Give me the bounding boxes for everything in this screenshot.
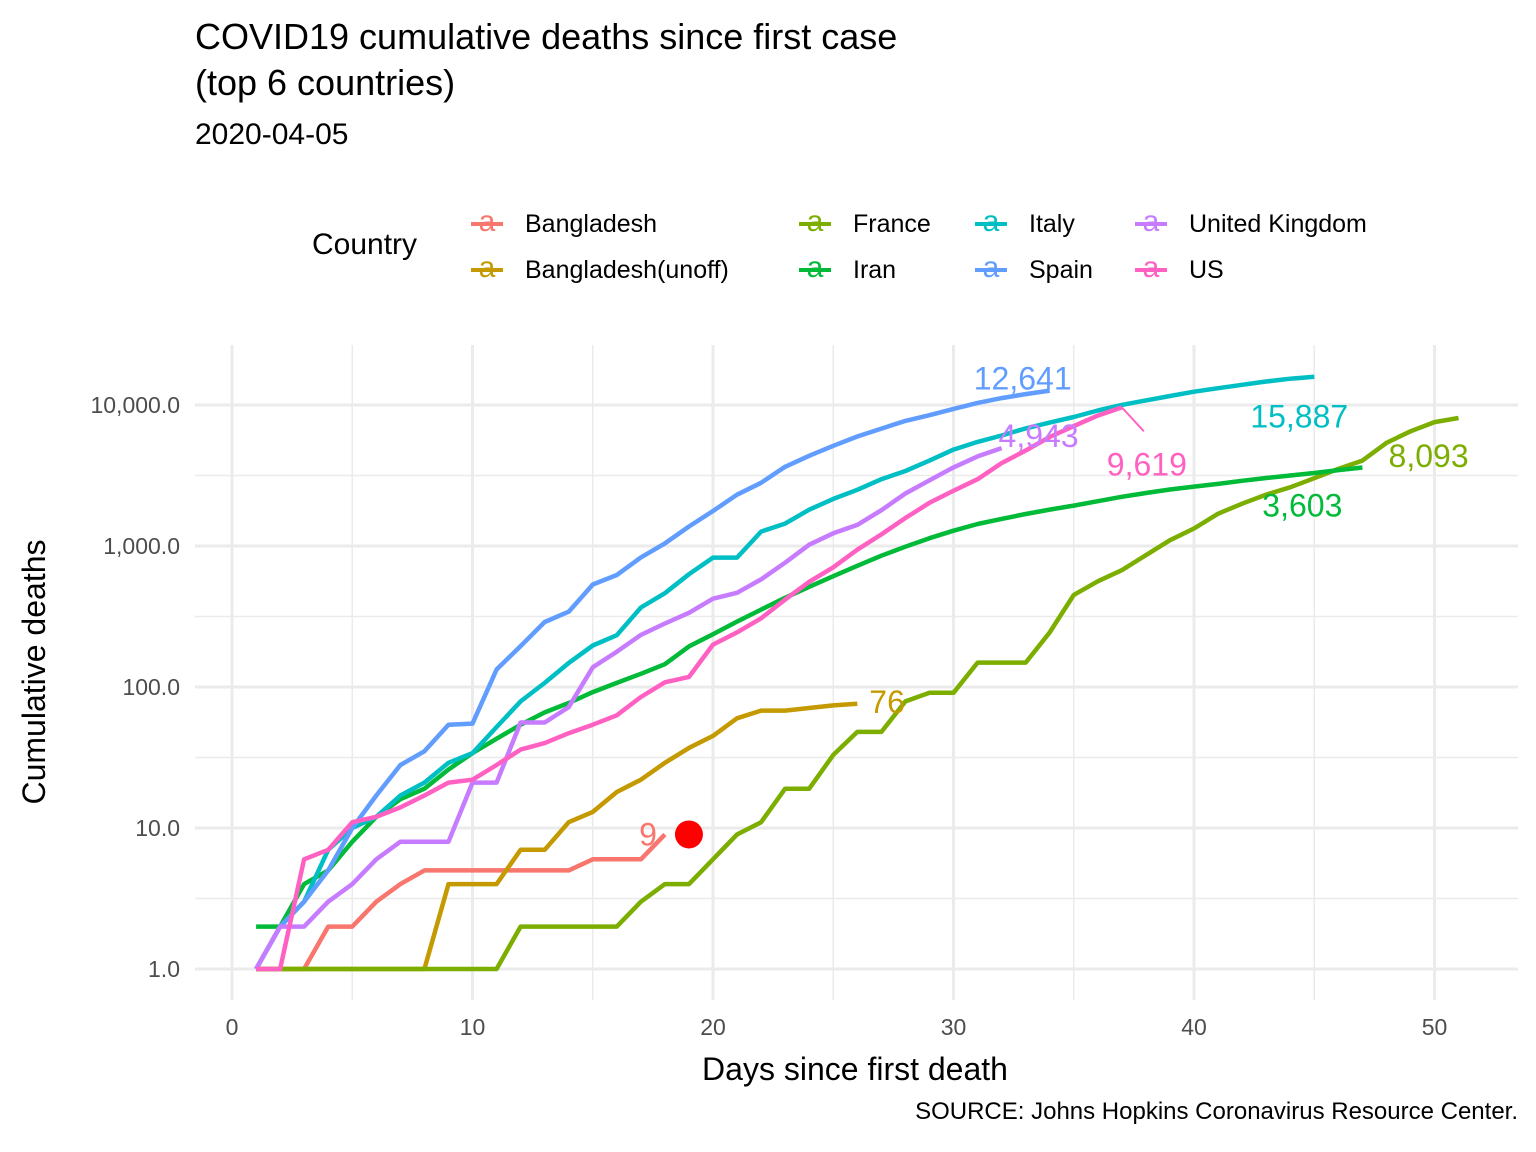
chart-title: COVID19 cumulative deaths since first ca… (195, 16, 898, 103)
legend-key-line (975, 222, 1007, 226)
x-axis-title: Days since first death (702, 1051, 1008, 1087)
x-tick-label: 40 (1181, 1014, 1207, 1040)
series-line-bangladesh (256, 832, 667, 972)
x-tick-label: 20 (700, 1014, 726, 1040)
legend-key-glyph: a (478, 205, 496, 238)
end-label-italy: 15,887 (1250, 399, 1348, 435)
end-label-united-kingdom: 4,943 (999, 418, 1079, 454)
legend-item-spain: a Spain (971, 250, 1093, 290)
series-line-italy (254, 374, 1315, 971)
legend-key-france: a (795, 204, 835, 244)
legend-key-glyph: a (806, 251, 824, 284)
legend-key-united-kingdom: a (1131, 204, 1171, 244)
legend-item-italy: a Italy (971, 204, 1075, 244)
y-tick-label: 10,000.0 (90, 392, 180, 418)
legend-key-bangladesh-unoff: a (467, 250, 507, 290)
legend-title: Country (312, 228, 418, 261)
legend-key-line (1135, 268, 1167, 272)
legend-label: Spain (1029, 255, 1093, 284)
series-line-us (256, 405, 1123, 972)
end-label-us: 9,619 (1107, 446, 1187, 482)
legend-label: Bangladesh(unoff) (525, 255, 729, 284)
legend-label: US (1189, 255, 1224, 284)
legend-key-bangladesh: a (467, 204, 507, 244)
legend-key-glyph: a (806, 205, 824, 238)
legend-label: Iran (853, 255, 897, 284)
legend-key-glyph: a (982, 205, 1000, 238)
y-axis-title: Cumulative deaths (16, 539, 52, 804)
series-line-united-kingdom (254, 445, 1003, 971)
y-tick-label: 10.0 (135, 815, 180, 841)
end-label-france: 8,093 (1389, 438, 1469, 474)
series-line-iran (256, 465, 1363, 929)
highlight-point (674, 820, 703, 849)
x-axis-ticks: 0 10 20 30 40 50 (226, 1014, 1448, 1040)
chart-subtitle: 2020-04-05 (195, 118, 349, 151)
end-label-spain: 12,641 (974, 361, 1072, 397)
series-line-spain (254, 388, 1051, 971)
x-tick-label: 0 (226, 1014, 239, 1040)
end-label-iran: 3,603 (1262, 488, 1342, 524)
legend-key-italy: a (971, 204, 1011, 244)
legend-item-france: a France (795, 204, 931, 244)
legend-label: France (853, 209, 931, 238)
x-tick-label: 10 (460, 1014, 486, 1040)
legend-key-line (471, 222, 503, 226)
end-label-bangladesh: 9 (639, 816, 657, 852)
legend-key-spain: a (971, 250, 1011, 290)
legend-item-bangladesh-unoff: a Bangladesh(unoff) (467, 250, 729, 290)
legend-key-line (975, 268, 1007, 272)
legend-item-us: a US (1131, 250, 1224, 290)
legend-label: Italy (1029, 209, 1075, 238)
legend-key-glyph: a (982, 251, 1000, 284)
legend-label: United Kingdom (1189, 209, 1367, 238)
end-labels: 9 76 8,093 3,603 15,887 12,641 4,943 9,619 (639, 361, 1469, 853)
legend-item-united-kingdom: a United Kingdom (1131, 204, 1367, 244)
x-tick-label: 50 (1422, 1014, 1448, 1040)
legend-key-line (799, 268, 831, 272)
legend-key-glyph: a (478, 251, 496, 284)
end-label-leader-us (1121, 406, 1145, 433)
end-label-bangladesh-unoff: 76 (869, 684, 905, 720)
legend-label: Bangladesh (525, 209, 658, 238)
y-tick-label: 100.0 (122, 674, 180, 700)
legend-key-us: a (1131, 250, 1171, 290)
major-gridlines (195, 345, 1518, 1000)
legend-key-line (471, 268, 503, 272)
minor-gridlines (195, 345, 1518, 1000)
legend-key-line (799, 222, 831, 226)
legend-item-bangladesh: a Bangladesh (467, 204, 657, 244)
y-axis-ticks: 1.0 10.0 100.0 1,000.0 10,000.0 (90, 392, 180, 982)
series-lines (254, 374, 1459, 972)
series-line-france (256, 415, 1459, 972)
legend-key-iran: a (795, 250, 835, 290)
y-tick-label: 1,000.0 (103, 533, 180, 559)
x-tick-label: 30 (941, 1014, 967, 1040)
y-tick-label: 1.0 (148, 956, 180, 982)
legend-key-glyph: a (1142, 251, 1160, 284)
highlight-layer (674, 820, 703, 849)
legend-item-iran: a Iran (795, 250, 896, 290)
legend-key-glyph: a (1142, 205, 1160, 238)
legend-key-line (1135, 222, 1167, 226)
source-caption: SOURCE: Johns Hopkins Coronavirus Resour… (915, 1098, 1518, 1125)
